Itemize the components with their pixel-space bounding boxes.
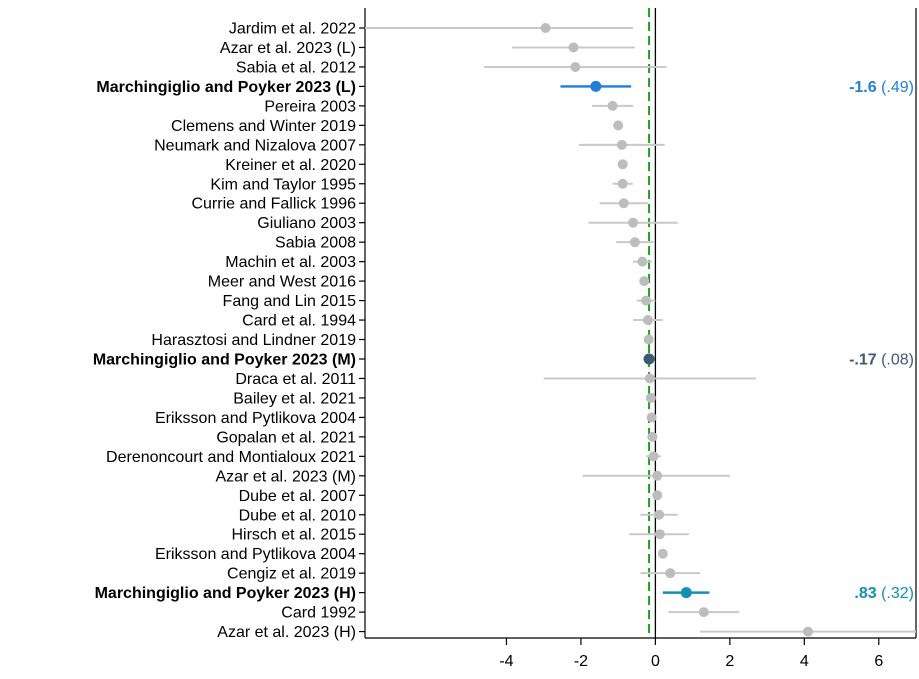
point-estimate [639, 276, 650, 287]
standard-error: (.08) [877, 351, 914, 368]
study-label: Hirsch et al. 2015 [231, 527, 356, 544]
study-label: Card 1992 [281, 605, 356, 622]
study-label: Pereira 2003 [264, 98, 356, 115]
point-estimate [618, 198, 629, 209]
study-label: Azar et al. 2023 (L) [220, 40, 356, 57]
point-estimate [568, 42, 579, 53]
point-estimate [607, 100, 618, 111]
estimate-annotation: .83 (.32) [854, 585, 914, 602]
study-label: Eriksson and Pytlikova 2004 [155, 410, 356, 427]
standard-error: (.49) [877, 79, 914, 96]
point-estimate [628, 217, 639, 228]
study-label: Eriksson and Pytlikova 2004 [155, 546, 356, 563]
study-label: Cengiz et al. 2019 [227, 566, 356, 583]
point-estimate [643, 334, 654, 345]
confidence-intervals [365, 27, 916, 633]
x-tick-label: 4 [800, 653, 809, 670]
study-label: Neumark and Nizalova 2007 [154, 137, 356, 154]
study-label: Sabia 2008 [275, 235, 356, 252]
study-label: Marchingiglio and Poyker 2023 (M) [93, 351, 356, 368]
point-estimate [644, 373, 655, 384]
x-tick-label: 0 [651, 653, 660, 670]
study-label: Card et al. 1994 [242, 313, 356, 330]
estimate-value: -1.6 [849, 79, 877, 96]
point-estimate [665, 568, 676, 579]
point-estimate [698, 607, 709, 618]
x-tick-label: -4 [499, 653, 513, 670]
point-estimate [641, 295, 652, 306]
study-label: Bailey et al. 2021 [233, 390, 356, 407]
study-label: Kim and Taylor 1995 [210, 176, 356, 193]
study-label: Azar et al. 2023 (M) [216, 468, 357, 485]
study-labels: Jardim et al. 2022 Azar et al. 2023 (L) Sa… [93, 21, 365, 641]
point-estimate [617, 178, 628, 189]
point-estimate [647, 431, 658, 442]
point-estimate [654, 509, 665, 520]
study-label: Derenoncourt and Montialoux 2021 [106, 449, 356, 466]
point-estimate [646, 412, 657, 423]
standard-error: (.32) [877, 585, 914, 602]
study-label: Currie and Fallick 1996 [191, 196, 356, 213]
x-tick-label: 2 [725, 653, 734, 670]
study-label: Harasztosi and Lindner 2019 [151, 332, 356, 349]
x-axis-ticks: -4 -2 0 2 4 6 [499, 638, 883, 670]
point-estimate [654, 529, 665, 540]
highlight-annotations: -1.6 (.49) -.17 (.08) .83 (.32) [849, 79, 914, 602]
estimate-annotation: -1.6 (.49) [849, 79, 914, 96]
point-estimate [642, 315, 653, 326]
study-label: Sabia et al. 2012 [236, 59, 356, 76]
x-tick-label: 6 [874, 653, 883, 670]
estimate-value: -.17 [849, 351, 877, 368]
point-estimate [590, 80, 602, 92]
study-label: Dube et al. 2010 [239, 507, 357, 524]
study-label: Jardim et al. 2022 [229, 21, 356, 38]
point-estimate [570, 61, 581, 72]
point-estimate [803, 626, 814, 637]
study-label: Draca et al. 2011 [235, 371, 356, 388]
plot-frame [364, 8, 917, 639]
study-label: Clemens and Winter 2019 [171, 118, 356, 135]
study-label: Kreiner et al. 2020 [225, 157, 356, 174]
point-estimate [643, 353, 655, 365]
point-estimate [617, 159, 628, 170]
study-label: Marchingiglio and Poyker 2023 (L) [96, 79, 356, 96]
point-estimate [652, 470, 663, 481]
point-estimate [657, 548, 668, 559]
study-label: Gopalan et al. 2021 [216, 429, 356, 446]
point-estimate [645, 392, 656, 403]
study-label: Machin et al. 2003 [225, 254, 356, 271]
study-label: Azar et al. 2023 (H) [217, 624, 356, 641]
point-estimate [648, 451, 659, 462]
study-label: Dube et al. 2007 [239, 488, 357, 505]
study-label: Giuliano 2003 [257, 215, 356, 232]
point-estimate [629, 237, 640, 248]
point-estimate [652, 490, 663, 501]
x-tick-label: -2 [574, 653, 588, 670]
study-label: Meer and West 2016 [208, 274, 356, 291]
point-estimate [680, 587, 692, 599]
estimate-annotation: -.17 (.08) [849, 351, 914, 368]
point-estimates [540, 23, 814, 637]
estimate-value: .83 [854, 585, 876, 602]
study-label: Marchingiglio and Poyker 2023 (H) [95, 585, 356, 602]
point-estimate [540, 23, 551, 33]
point-estimate [613, 120, 624, 131]
point-estimate [637, 256, 648, 267]
point-estimate [616, 139, 627, 150]
study-label: Fang and Lin 2015 [223, 293, 357, 310]
